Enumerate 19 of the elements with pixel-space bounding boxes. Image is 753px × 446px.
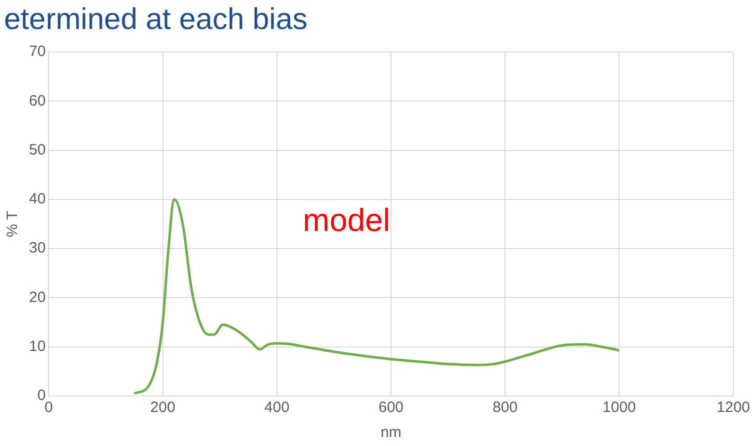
annotation: model <box>302 202 390 238</box>
x-tick-label: 800 <box>492 399 518 416</box>
y-tick-label: 40 <box>28 190 46 208</box>
x-tick-label: 1000 <box>602 399 636 416</box>
y-tick-label: 70 <box>28 43 46 60</box>
x-tick-label: 200 <box>150 399 176 416</box>
y-tick-label: 30 <box>28 240 46 257</box>
chart-title: etermined at each bias <box>3 2 309 38</box>
y-tick-label: 10 <box>28 338 46 355</box>
x-tick-label: 400 <box>264 399 290 416</box>
y-tick-label: 0 <box>37 387 46 404</box>
x-tick-label: 1200 <box>716 399 750 416</box>
line-series <box>133 198 620 395</box>
x-tick-label: 600 <box>378 399 404 416</box>
y-axis-title: % T <box>4 210 22 238</box>
y-tick-label: 60 <box>28 92 46 110</box>
y-tick-label: 50 <box>28 141 46 158</box>
x-axis-title: nm <box>380 424 402 442</box>
y-tick-label: 20 <box>28 288 46 306</box>
